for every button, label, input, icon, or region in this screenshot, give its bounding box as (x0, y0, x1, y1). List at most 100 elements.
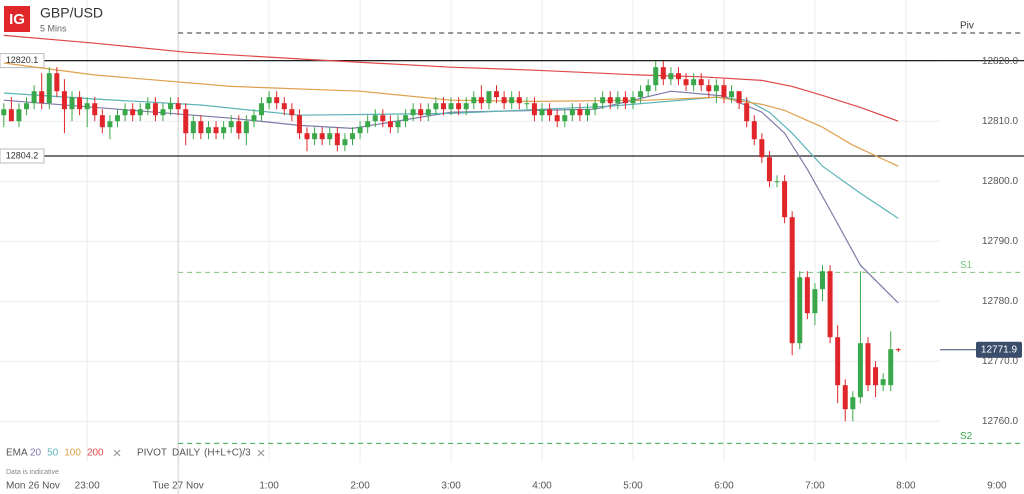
candle-body (607, 97, 613, 104)
candle-body (865, 343, 871, 386)
candle-body (1, 109, 7, 116)
candle-body (61, 91, 67, 110)
candle-body (850, 397, 856, 410)
candle-body (622, 97, 628, 104)
candle-body (615, 97, 621, 104)
candle-body (152, 103, 158, 116)
candle-body (395, 121, 401, 128)
x-tick-label: 3:00 (441, 481, 461, 492)
candle-body (494, 91, 500, 98)
candle-body (797, 277, 803, 344)
pivot-level-label: Piv (960, 21, 974, 32)
candle-body (584, 109, 591, 116)
candle-body (471, 97, 477, 104)
pivot-level-label: S1 (960, 260, 973, 271)
candle-body (592, 103, 598, 110)
candle-body (213, 127, 219, 134)
candle-body (327, 133, 333, 140)
pivot-label: PIVOT (137, 448, 167, 459)
candle-body (721, 85, 727, 98)
candle-body (888, 349, 894, 386)
note: Data is indicative (6, 469, 59, 476)
candle-body (380, 115, 386, 122)
candle-body (440, 103, 446, 110)
candle-body (251, 115, 257, 122)
pivot-level-label: S2 (960, 431, 973, 442)
candle-body (122, 109, 128, 116)
candle-body (357, 127, 363, 134)
candle-body (873, 367, 879, 386)
candle-body (77, 97, 83, 110)
candle-body (478, 97, 484, 104)
candle-body (425, 109, 431, 116)
candle-body (69, 97, 75, 110)
candle-body (16, 109, 22, 122)
x-tick-label: 7:00 (805, 481, 825, 492)
candle-body (880, 379, 886, 386)
grid (0, 0, 940, 494)
candle-body (531, 103, 537, 116)
candle-body (516, 97, 522, 104)
indicator-label: EMA (6, 448, 28, 459)
candle-body (804, 277, 810, 314)
candle-body (24, 103, 30, 110)
close-icon[interactable] (257, 449, 265, 457)
candle-body (577, 109, 583, 116)
x-tick-label: 5:00 (623, 481, 643, 492)
y-tick-label: 12780.0 (982, 296, 1019, 307)
candle-body (463, 103, 469, 110)
legend-entry: 200 (87, 448, 104, 459)
legend-entry: 20 (30, 448, 42, 459)
last-price-box (976, 341, 1022, 358)
candle-body (266, 97, 272, 104)
candle-body (819, 271, 826, 290)
chart-subtitle: 5 Mins (40, 23, 67, 33)
candle-body (433, 103, 439, 110)
y-tick-label: 12820.0 (982, 56, 1019, 67)
close-icon[interactable] (113, 449, 121, 457)
candle-body (296, 115, 302, 134)
support-label: 12820.1 (6, 55, 39, 65)
candle-body (774, 181, 780, 183)
candle-body (895, 349, 901, 351)
candle-body (54, 73, 60, 92)
x-start-label: Mon 26 Nov (6, 481, 60, 492)
y-tick-label: 12760.0 (982, 416, 1019, 427)
candle-body (372, 115, 378, 122)
x-tick-label: 8:00 (896, 481, 916, 492)
candle-body (835, 337, 841, 386)
candle-body (39, 91, 45, 104)
candle-body (683, 79, 689, 86)
candle-body (638, 91, 644, 98)
candle-body (312, 133, 318, 140)
candle-body (486, 91, 492, 104)
x-tick-label: 4:00 (532, 481, 552, 492)
candle-body (160, 109, 166, 116)
candle-body (281, 103, 287, 110)
support-label: 12804.2 (6, 150, 39, 160)
candle-body (547, 109, 553, 116)
candle-body (46, 73, 52, 104)
candle-body (84, 103, 90, 110)
candles (1, 61, 901, 422)
candle-body (31, 91, 37, 104)
candle-body (766, 157, 772, 182)
candle-body (706, 85, 712, 92)
candle-body (562, 115, 568, 122)
candle-body (114, 115, 121, 122)
candle-body (675, 73, 681, 80)
candle-body (789, 217, 795, 344)
chart-title: GBP/USD (40, 5, 103, 21)
candle-body (259, 103, 265, 116)
levels: Piv S1 S2 12820.1 12804.2 (0, 21, 1024, 444)
legend-entry: 100 (64, 448, 81, 459)
y-tick-label: 12790.0 (982, 236, 1019, 247)
candle-body (349, 133, 356, 140)
candle-body (274, 97, 280, 104)
candle-body (600, 97, 606, 104)
candle-body (137, 109, 143, 116)
candle-body (190, 121, 196, 134)
logo: IG (9, 11, 25, 28)
